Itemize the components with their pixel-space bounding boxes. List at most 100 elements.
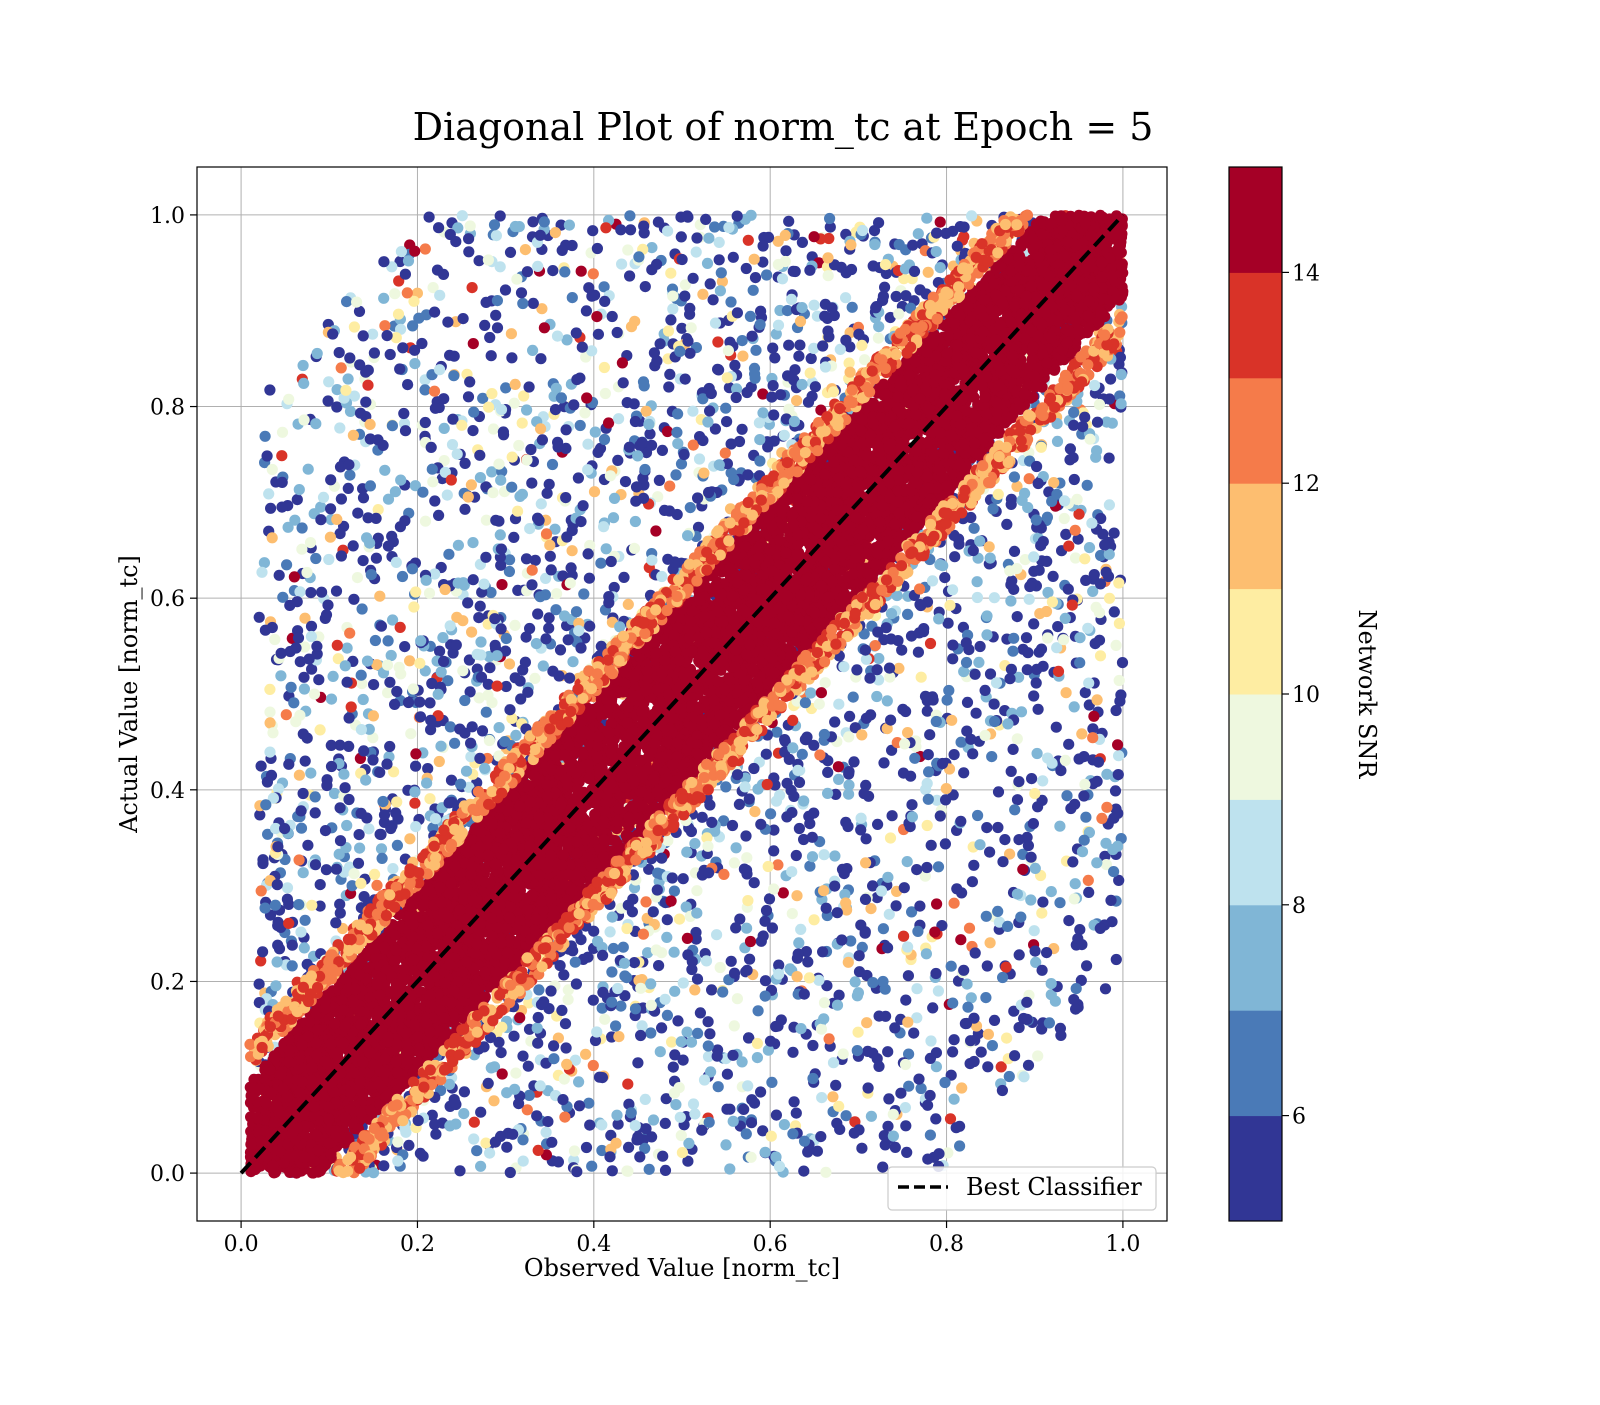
scatter-point	[935, 262, 946, 273]
scatter-point	[312, 348, 323, 359]
scatter-point	[809, 231, 820, 242]
scatter-point	[354, 829, 365, 840]
scatter-point	[407, 563, 418, 574]
scatter-point	[728, 252, 739, 263]
scatter-point	[711, 929, 722, 940]
scatter-point	[403, 1140, 414, 1151]
scatter-point	[563, 994, 574, 1005]
scatter-point	[559, 610, 570, 621]
scatter-point	[331, 586, 342, 597]
scatter-point	[1041, 947, 1052, 958]
scatter-point	[933, 613, 944, 624]
scatter-point	[1113, 577, 1124, 588]
scatter-point	[663, 381, 674, 392]
scatter-point	[487, 487, 498, 498]
scatter-point	[576, 266, 587, 277]
scatter-point	[820, 361, 831, 372]
scatter-point	[1082, 480, 1093, 491]
scatter-point	[486, 388, 497, 399]
scatter-point	[1087, 732, 1098, 743]
scatter-point	[886, 608, 897, 619]
scatter-point	[873, 653, 884, 664]
scatter-point	[573, 1076, 584, 1087]
scatter-point	[384, 677, 395, 688]
scatter-point	[382, 330, 393, 341]
scatter-point	[426, 678, 437, 689]
scatter-point	[615, 224, 626, 235]
scatter-point	[521, 404, 532, 415]
scatter-point	[1036, 908, 1047, 919]
scatter-point	[749, 806, 760, 817]
scatter-point	[438, 269, 449, 280]
scatter-point	[520, 657, 531, 668]
scatter-point	[283, 394, 294, 405]
scatter-point	[605, 926, 616, 937]
scatter-point	[379, 809, 390, 820]
scatter-point	[830, 1080, 841, 1091]
scatter-point	[521, 553, 532, 564]
scatter-point	[522, 266, 533, 277]
scatter-point	[662, 1010, 673, 1021]
scatter-point	[691, 247, 702, 258]
scatter-point	[1116, 369, 1127, 380]
scatter-point	[931, 716, 942, 727]
scatter-point	[703, 867, 714, 878]
scatter-point	[409, 345, 420, 356]
scatter-point	[264, 684, 275, 695]
scatter-point	[931, 898, 942, 909]
scatter-point	[930, 1113, 941, 1124]
scatter-point	[547, 459, 558, 470]
scatter-point	[906, 799, 917, 810]
scatter-point	[571, 1166, 582, 1177]
scatter-point	[408, 601, 419, 612]
scatter-point	[925, 1035, 936, 1046]
scatter-point	[341, 296, 352, 307]
scatter-point	[466, 479, 477, 490]
scatter-point	[878, 923, 889, 934]
scatter-point	[873, 217, 884, 228]
scatter-point	[546, 1137, 557, 1148]
scatter-point	[740, 830, 751, 841]
scatter-point	[437, 632, 448, 643]
scatter-point	[1111, 954, 1122, 965]
scatter-point	[387, 863, 398, 874]
scatter-point	[276, 450, 287, 461]
scatter-point	[754, 417, 765, 428]
scatter-point	[916, 672, 927, 683]
scatter-point	[821, 903, 832, 914]
scatter-point	[923, 749, 934, 760]
scatter-point	[508, 532, 519, 543]
scatter-point	[551, 588, 562, 599]
scatter-point	[311, 641, 322, 652]
scatter-point	[363, 823, 374, 834]
scatter-point	[640, 1094, 651, 1105]
scatter-point	[807, 1073, 818, 1084]
scatter-point	[391, 686, 402, 697]
scatter-point	[306, 631, 317, 642]
scatter-point	[410, 761, 421, 772]
scatter-point	[737, 1056, 748, 1067]
scatter-point	[699, 1074, 710, 1085]
scatter-point	[588, 1060, 599, 1071]
scatter-point	[442, 490, 453, 501]
scatter-point	[613, 1031, 624, 1042]
scatter-point	[698, 468, 709, 479]
scatter-point	[496, 544, 507, 555]
scatter-point	[939, 1077, 950, 1088]
scatter-point	[1110, 785, 1121, 796]
scatter-point	[682, 530, 693, 541]
scatter-point	[714, 237, 725, 248]
scatter-point	[384, 741, 395, 752]
scatter-point	[334, 849, 345, 860]
scatter-point	[1009, 471, 1020, 482]
scatter-point	[395, 622, 406, 633]
scatter-point	[641, 406, 652, 417]
scatter-point	[981, 822, 992, 833]
scatter-point	[1083, 887, 1094, 898]
scatter-point	[367, 754, 378, 765]
scatter-point	[420, 417, 431, 428]
scatter-point	[559, 266, 570, 277]
scatter-point	[660, 1165, 671, 1176]
scatter-point	[852, 1045, 863, 1056]
